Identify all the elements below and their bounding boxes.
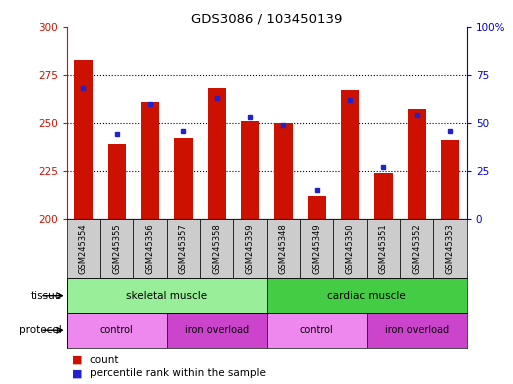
Text: cardiac muscle: cardiac muscle — [327, 291, 406, 301]
Text: tissue: tissue — [30, 291, 62, 301]
Bar — [441, 140, 459, 219]
Text: GSM245356: GSM245356 — [146, 223, 154, 274]
Text: GSM245351: GSM245351 — [379, 223, 388, 274]
Title: GDS3086 / 103450139: GDS3086 / 103450139 — [191, 13, 343, 26]
Text: count: count — [90, 355, 120, 365]
Text: protocol: protocol — [19, 325, 62, 335]
Bar — [408, 109, 426, 219]
Bar — [267, 219, 300, 278]
Text: iron overload: iron overload — [385, 325, 449, 335]
Bar — [267, 278, 467, 313]
Bar — [367, 313, 467, 348]
Text: percentile rank within the sample: percentile rank within the sample — [90, 368, 266, 378]
Bar — [333, 219, 367, 278]
Text: GSM245353: GSM245353 — [446, 223, 455, 274]
Text: skeletal muscle: skeletal muscle — [126, 291, 207, 301]
Bar — [267, 313, 367, 348]
Bar — [200, 219, 233, 278]
Text: control: control — [100, 325, 133, 335]
Bar — [108, 144, 126, 219]
Text: GSM245359: GSM245359 — [246, 223, 254, 274]
Text: GSM245358: GSM245358 — [212, 223, 221, 274]
Bar — [174, 138, 192, 219]
Bar — [367, 219, 400, 278]
Bar — [241, 121, 259, 219]
Bar — [133, 219, 167, 278]
Text: GSM245349: GSM245349 — [312, 223, 321, 274]
Bar — [308, 196, 326, 219]
Text: ■: ■ — [72, 368, 82, 378]
Text: GSM245348: GSM245348 — [279, 223, 288, 274]
Text: ■: ■ — [72, 355, 82, 365]
Bar — [433, 219, 467, 278]
Bar — [400, 219, 433, 278]
Bar — [233, 219, 267, 278]
Bar — [274, 123, 292, 219]
Text: GSM245352: GSM245352 — [412, 223, 421, 274]
Text: iron overload: iron overload — [185, 325, 249, 335]
Text: GSM245350: GSM245350 — [346, 223, 354, 274]
Bar — [208, 88, 226, 219]
Bar — [100, 219, 133, 278]
Bar — [141, 102, 159, 219]
Bar — [374, 173, 392, 219]
Bar — [74, 60, 92, 219]
Bar — [341, 90, 359, 219]
Bar — [167, 313, 267, 348]
Bar — [67, 313, 167, 348]
Text: control: control — [300, 325, 333, 335]
Text: GSM245355: GSM245355 — [112, 223, 121, 274]
Text: GSM245354: GSM245354 — [79, 223, 88, 274]
Bar — [67, 278, 267, 313]
Bar — [167, 219, 200, 278]
Bar — [300, 219, 333, 278]
Bar — [67, 219, 100, 278]
Text: GSM245357: GSM245357 — [179, 223, 188, 274]
